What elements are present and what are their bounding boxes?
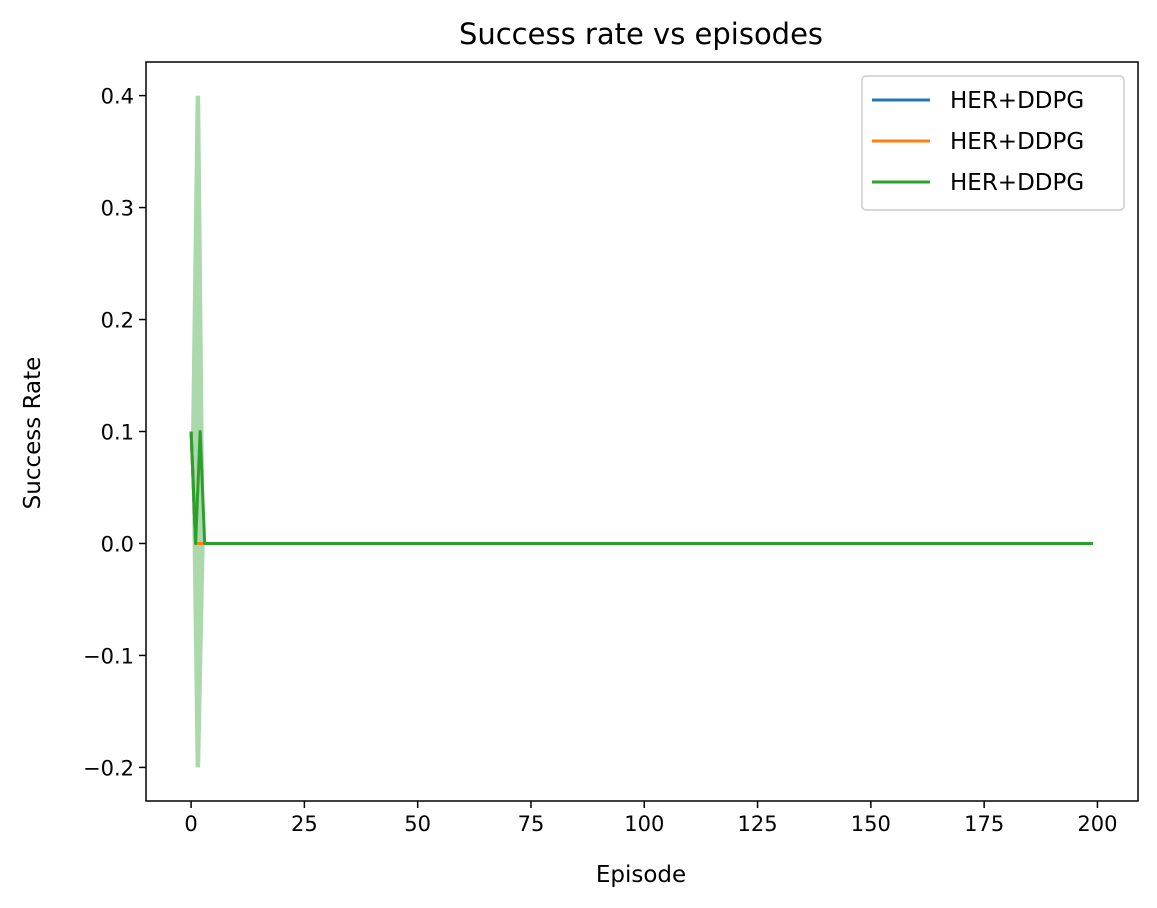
x-tick-label: 125 (738, 812, 778, 836)
x-tick-label: 50 (404, 812, 431, 836)
series-2-line (189, 431, 1093, 545)
y-tick-label: −0.1 (83, 644, 134, 668)
legend-label-2: HER+DDPG (950, 129, 1084, 155)
x-tick-label: 75 (518, 812, 545, 836)
y-tick-label: 0.0 (101, 532, 134, 556)
y-axis-label: Success Rate (20, 357, 46, 510)
y-tick-label: −0.2 (83, 756, 134, 780)
legend: HER+DDPG HER+DDPG HER+DDPG (861, 75, 1125, 211)
x-tick-label: 25 (291, 812, 318, 836)
y-axis: −0.2 −0.1 0.0 0.1 0.2 0.3 0.4 (83, 85, 146, 780)
plot-area (189, 95, 1093, 768)
x-tick-label: 0 (184, 812, 197, 836)
legend-label-1: HER+DDPG (950, 88, 1084, 114)
legend-label-3: HER+DDPG (950, 170, 1084, 196)
series-3-line (189, 430, 1093, 545)
x-tick-label: 150 (851, 812, 891, 836)
chart-title: Success rate vs episodes (459, 17, 823, 51)
series-1-line (189, 431, 1093, 545)
x-tick-label: 200 (1077, 812, 1117, 836)
y-tick-label: 0.4 (101, 85, 134, 109)
x-axis: 0 25 50 75 100 125 150 175 200 (184, 801, 1117, 836)
legend-box (861, 75, 1125, 211)
x-tick-label: 175 (964, 812, 1004, 836)
y-tick-label: 0.3 (101, 197, 134, 221)
x-tick-label: 100 (624, 812, 664, 836)
x-axis-label: Episode (596, 862, 686, 888)
y-tick-label: 0.1 (101, 421, 134, 445)
y-tick-label: 0.2 (101, 309, 134, 333)
